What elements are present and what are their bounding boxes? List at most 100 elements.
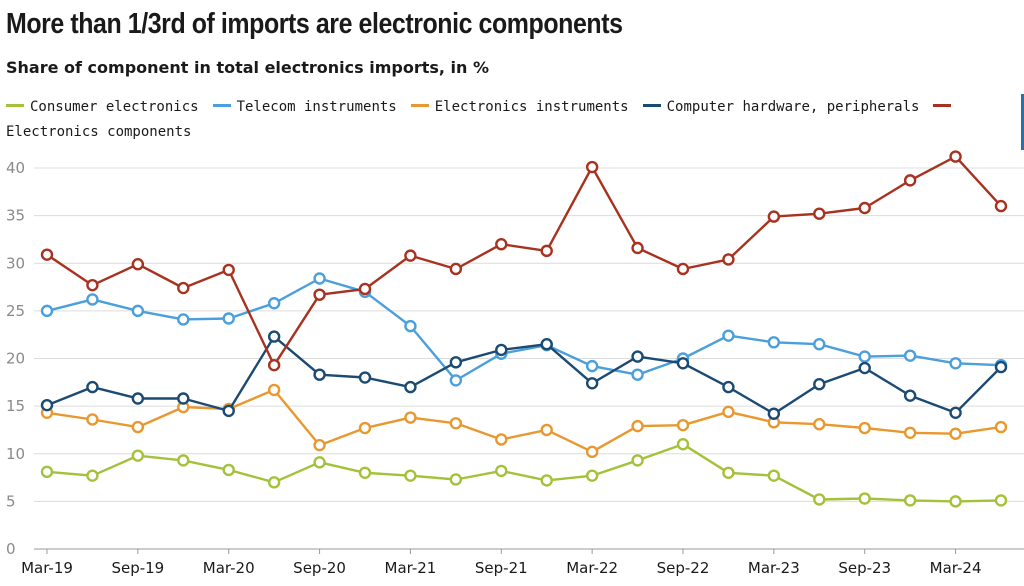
legend-label: Consumer electronics (30, 99, 199, 115)
data-point (631, 419, 644, 433)
data-point (86, 469, 99, 482)
data-point (813, 493, 826, 506)
data-point (858, 492, 871, 505)
data-point (313, 272, 326, 285)
legend-label: Computer hardware, peripherals (666, 99, 920, 115)
data-point (177, 313, 190, 326)
data-point (86, 293, 99, 306)
data-point (631, 350, 644, 363)
data-point (404, 249, 417, 262)
legend-item: Consumer electronics (6, 99, 199, 115)
data-point (994, 360, 1008, 374)
data-point (903, 174, 917, 187)
y-tick-label: 35 (6, 207, 25, 225)
data-point (313, 438, 326, 452)
y-tick-label: 10 (6, 445, 25, 463)
data-point (813, 338, 826, 351)
series-line (46, 443, 1002, 503)
data-point (813, 207, 826, 220)
data-point (449, 374, 463, 387)
data-point (449, 417, 463, 430)
legend-swatch (410, 103, 429, 107)
data-point (858, 350, 871, 363)
x-tick-label: Mar-24 (930, 559, 982, 577)
chart-legend: Consumer electronics Telecom instruments E… (6, 95, 1006, 145)
data-point (813, 378, 826, 391)
legend-label: Electronics components (6, 124, 192, 140)
data-point (722, 380, 735, 394)
data-point (86, 278, 99, 292)
x-tick-label: Sep-23 (838, 559, 891, 577)
data-point (949, 357, 962, 370)
data-point (585, 445, 599, 459)
y-tick-label: 15 (6, 397, 25, 415)
data-point (177, 392, 190, 405)
data-point (631, 368, 644, 381)
data-point (994, 420, 1008, 434)
data-point (676, 262, 690, 276)
x-tick-label: Sep-22 (657, 559, 710, 577)
data-point (86, 380, 99, 394)
data-point (676, 357, 690, 370)
data-point (313, 456, 326, 469)
x-tick-label: Mar-23 (748, 559, 800, 577)
y-tick-label: 40 (6, 159, 25, 177)
data-point (40, 248, 54, 261)
data-point (631, 454, 644, 467)
data-point (495, 464, 508, 478)
data-point (449, 473, 463, 486)
data-point (540, 338, 553, 351)
data-point (40, 304, 54, 318)
data-point (631, 241, 644, 255)
data-point (177, 281, 190, 295)
y-axis: 0 5 10 15 20 25 30 35 40 (6, 159, 25, 558)
data-point (540, 474, 553, 487)
series-group (40, 438, 1008, 508)
data-point (585, 469, 599, 482)
series-line (46, 335, 1002, 415)
legend-item: Computer hardware, peripherals (642, 99, 920, 115)
data-point (903, 349, 917, 362)
data-point (585, 359, 599, 373)
data-point (585, 160, 599, 174)
data-point (858, 201, 871, 215)
x-axis: Mar-19 Sep-19 Mar-20 Sep-20 Mar-21 Sep-21 Mar-… (21, 549, 981, 577)
x-tick-label: Sep-21 (475, 559, 528, 577)
legend-item: Electronics instruments (410, 99, 629, 115)
data-point (585, 377, 599, 390)
x-tick-label: Sep-19 (111, 559, 164, 577)
data-point (858, 361, 871, 375)
data-point (449, 262, 463, 276)
y-tick-label: 0 (6, 540, 16, 558)
data-point (86, 413, 99, 426)
data-point (495, 433, 508, 446)
y-tick-label: 30 (6, 254, 25, 272)
data-point (404, 319, 417, 333)
y-tick-label: 20 (6, 350, 25, 368)
series-line (46, 277, 1002, 382)
data-point (404, 469, 417, 482)
data-point (903, 389, 917, 402)
data-point (994, 494, 1008, 507)
data-point (858, 421, 871, 435)
data-point (313, 368, 326, 381)
data-point (903, 426, 917, 439)
data-point (131, 420, 145, 434)
data-point (949, 427, 962, 440)
data-point (404, 411, 417, 424)
data-point (358, 421, 372, 435)
data-point (131, 304, 145, 318)
x-tick-label: Mar-22 (566, 559, 618, 577)
data-point (813, 418, 826, 431)
data-point (540, 423, 553, 437)
legend-item: Electronics components (6, 99, 957, 140)
x-tick-label: Mar-19 (21, 559, 73, 577)
chart-subtitle: Share of component in total electronics … (6, 58, 490, 77)
series-group (40, 383, 1008, 459)
data-point (767, 407, 781, 420)
data-point (313, 288, 326, 301)
data-point (767, 336, 781, 349)
data-point (767, 469, 781, 482)
legend-label: Telecom instruments (236, 99, 397, 115)
data-point (222, 463, 235, 477)
